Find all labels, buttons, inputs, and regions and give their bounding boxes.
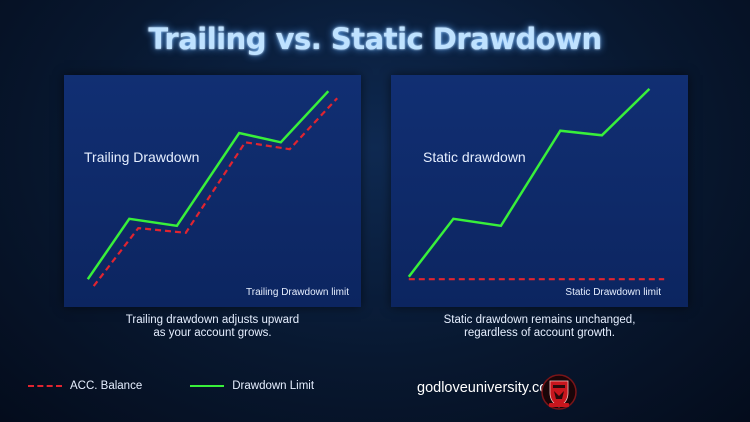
static-drawdown-chart: Static drawdown Static Drawdown limit (391, 75, 688, 307)
trailing-caption: Trailing drawdown adjusts upward as your… (64, 314, 361, 340)
trailing-drawdown-limit-line (86, 90, 330, 280)
static-drawdown-limit-line (407, 88, 651, 278)
static-limit-label: Static Drawdown limit (565, 287, 661, 298)
trailing-acc-balance-line (92, 97, 339, 287)
drawdown-limit-legend-label: Drawdown Limit (232, 380, 315, 392)
trailing-limit-label: Trailing Drawdown limit (246, 287, 349, 298)
acc-balance-legend-label: ACC. Balance (70, 380, 143, 392)
static-caption-line-1: Static drawdown remains unchanged, (443, 314, 636, 326)
static-caption: Static drawdown remains unchanged, regar… (391, 314, 688, 340)
website-link[interactable]: godloveuniversity.com (417, 380, 560, 396)
static-chart-plot (407, 88, 665, 281)
trailing-caption-line-1: Trailing drawdown adjusts upward (125, 314, 300, 326)
static-chart-title: Static drawdown (423, 149, 526, 165)
chart-legend: ACC. Balance Drawdown Limit (28, 378, 314, 394)
page-title: Trailing vs. Static Drawdown (148, 22, 602, 56)
drawdown-limit-swatch (190, 385, 225, 387)
trailing-chart-plot (86, 90, 339, 287)
trailing-chart-title: Trailing Drawdown (84, 149, 200, 165)
static-caption-line-2: regardless of account growth. (464, 327, 615, 339)
acc-balance-swatch (28, 385, 62, 387)
shield-crest-icon (541, 374, 577, 410)
trailing-drawdown-chart: Trailing Drawdown Trailing Drawdown limi… (64, 75, 361, 307)
trailing-caption-line-2: as your account grows. (153, 327, 272, 339)
